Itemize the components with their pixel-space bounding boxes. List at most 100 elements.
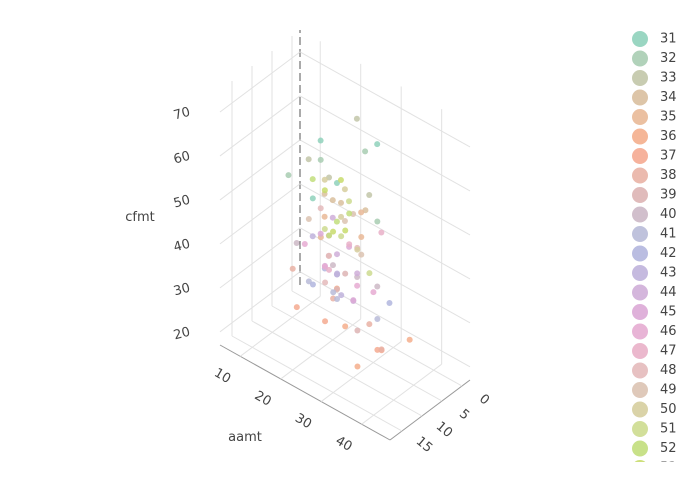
x-grid-line: [320, 341, 402, 402]
legend-item[interactable]: 48: [632, 362, 677, 379]
legend-item[interactable]: 43: [632, 265, 677, 281]
point: [338, 292, 345, 299]
point: [358, 209, 365, 216]
z-tick-label: 30: [172, 281, 192, 300]
point: [353, 115, 360, 122]
point: [329, 262, 336, 269]
z-grid-line: [219, 139, 301, 201]
point: [338, 199, 344, 206]
x-axis-title: aamt: [228, 430, 262, 445]
point: [378, 229, 385, 236]
legend-item[interactable]: 42: [632, 245, 677, 262]
point: [386, 299, 393, 306]
legend-item[interactable]: 51: [632, 421, 677, 437]
z-axis-title: cfmt: [125, 210, 155, 225]
z-tick-label: 70: [172, 105, 192, 124]
point: [354, 327, 361, 334]
legend-item[interactable]: 36: [632, 128, 677, 145]
legend-label: 40: [660, 207, 677, 222]
point: [341, 186, 348, 193]
legend-label: 43: [660, 266, 677, 281]
x-grid-line: [361, 363, 442, 425]
point: [337, 176, 344, 183]
legend-label: 35: [660, 110, 677, 125]
legend-label: 53: [660, 461, 677, 476]
z-tick-label: 50: [172, 193, 192, 212]
point: [309, 176, 316, 183]
legend-marker: [632, 440, 648, 457]
point: [374, 316, 381, 323]
legend-label: 37: [660, 149, 677, 164]
legend-marker: [632, 323, 648, 340]
x-grid-line: [280, 318, 362, 380]
point: [346, 210, 353, 217]
point: [333, 218, 340, 225]
point: [317, 137, 324, 144]
point: [305, 215, 312, 222]
z-grid-line: [219, 227, 301, 289]
point: [321, 225, 328, 232]
legend-item[interactable]: 31: [632, 31, 677, 47]
point: [354, 246, 361, 253]
point: [342, 323, 349, 330]
point: [354, 270, 361, 277]
legend-item[interactable]: 37: [632, 148, 677, 164]
legend-item[interactable]: 34: [632, 89, 677, 106]
legend-item[interactable]: 47: [632, 343, 677, 359]
legend-item[interactable]: 50: [632, 401, 677, 418]
point: [354, 282, 361, 289]
legend-marker: [632, 70, 648, 86]
point: [317, 156, 324, 163]
legend-item[interactable]: 53: [632, 460, 677, 476]
legend-label: 47: [660, 344, 677, 359]
point: [338, 233, 345, 240]
point: [309, 195, 316, 202]
legend-label: 50: [660, 402, 677, 417]
legend-item[interactable]: 38: [632, 167, 677, 184]
point: [346, 241, 353, 248]
point: [342, 270, 349, 277]
point: [322, 279, 329, 286]
y-tick-label: 0: [476, 392, 492, 409]
legend-item[interactable]: 45: [632, 304, 677, 320]
point: [317, 205, 324, 212]
legend-marker: [632, 226, 648, 242]
x-grid-line: [239, 295, 321, 357]
legend-marker: [632, 421, 648, 437]
legend-label: 42: [660, 246, 677, 261]
axis-edge: [389, 379, 471, 441]
legend-item[interactable]: 49: [632, 382, 677, 398]
point: [329, 197, 336, 204]
point: [326, 232, 333, 239]
legend-item[interactable]: 40: [632, 206, 677, 223]
point: [321, 176, 328, 183]
point: [346, 198, 352, 205]
legend-item[interactable]: 41: [632, 226, 677, 242]
z-grid-line: [299, 51, 471, 148]
legend-marker: [632, 382, 648, 398]
z-grid-line: [219, 95, 301, 157]
point: [321, 187, 328, 194]
legend-item[interactable]: 39: [632, 187, 677, 203]
point: [341, 217, 348, 224]
legend-marker: [632, 362, 648, 379]
x-tick-label: 30: [292, 411, 314, 432]
legend-item[interactable]: 35: [632, 109, 677, 125]
legend-item[interactable]: 32: [632, 50, 677, 67]
legend-label: 45: [660, 305, 677, 320]
point: [350, 297, 357, 304]
legend-item[interactable]: 44: [632, 284, 677, 301]
point: [358, 233, 365, 240]
point: [366, 321, 373, 328]
legend-label: 51: [660, 422, 677, 437]
legend-marker: [632, 31, 648, 47]
point: [374, 218, 381, 225]
y-grid-line: [231, 335, 403, 432]
point: [334, 296, 341, 303]
point: [329, 214, 336, 221]
legend-item[interactable]: 46: [632, 323, 677, 340]
legend-item[interactable]: 33: [632, 70, 677, 86]
legend-item[interactable]: 52: [632, 440, 677, 457]
